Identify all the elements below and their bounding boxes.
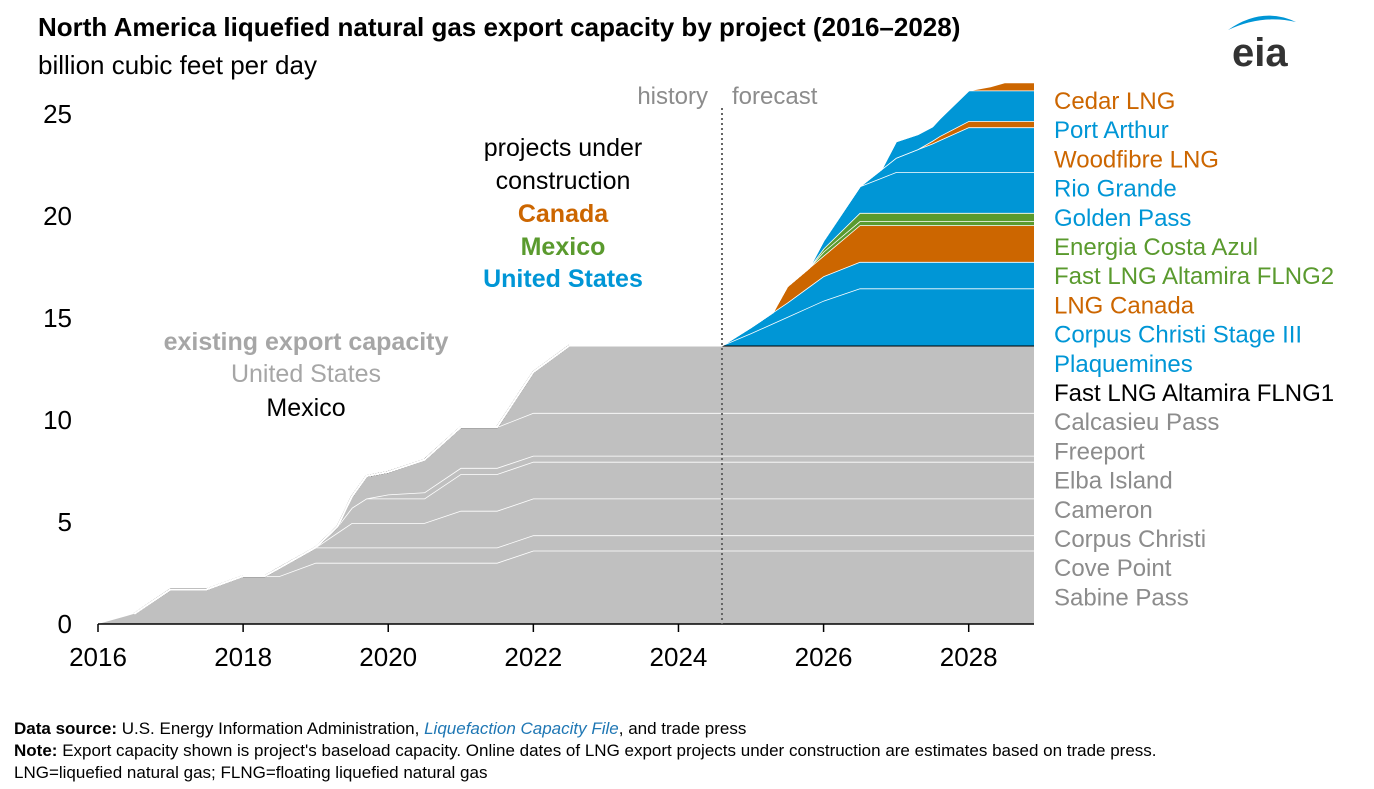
x-tick-label-2022: 2022 <box>504 642 562 672</box>
legend-label-plaquemines: Plaquemines <box>1054 351 1193 378</box>
footer-abbreviations: LNG=liquefied natural gas; FLNG=floating… <box>14 763 488 782</box>
construction-canada-annotation: Canada <box>518 200 609 228</box>
x-tick-label-2026: 2026 <box>795 642 853 672</box>
chart-subtitle: billion cubic feet per day <box>38 50 317 80</box>
existing-mexico-annotation: Mexico <box>266 394 345 422</box>
source-label: Data source: <box>14 719 117 738</box>
legend-label-fast-lng-altamira-flng2: Fast LNG Altamira FLNG2 <box>1054 263 1334 290</box>
area-cameron <box>98 461 1034 624</box>
source-text-end: , and trade press <box>618 719 747 738</box>
legend-label-cove-point: Cove Point <box>1054 555 1172 582</box>
y-tick-label-5: 5 <box>58 507 72 537</box>
liquefaction-capacity-link[interactable]: Liquefaction Capacity File <box>424 719 619 738</box>
existing-us-annotation: United States <box>231 360 381 388</box>
y-tick-label-15: 15 <box>43 303 72 333</box>
construction-heading-1-annotation: projects under <box>484 134 642 162</box>
area-sabine-pass <box>98 550 1034 624</box>
chart-title: North America liquefied natural gas expo… <box>38 12 961 42</box>
existing-heading-annotation: existing export capacity <box>164 328 449 356</box>
note-text: Export capacity shown is project's basel… <box>62 741 1157 760</box>
y-tick-label-0: 0 <box>58 609 72 639</box>
x-tick-label-2028: 2028 <box>940 642 998 672</box>
area-corpus-christi <box>98 498 1034 624</box>
legend-label-woodfibre-lng: Woodfibre LNG <box>1054 146 1219 173</box>
legend-label-freeport: Freeport <box>1054 438 1145 465</box>
legend-label-calcasieu-pass: Calcasieu Pass <box>1054 409 1219 436</box>
legend-label-elba-island: Elba Island <box>1054 468 1173 495</box>
eia-wave-logo-icon: eia <box>1228 15 1296 75</box>
legend-label-energia-costa-azul: Energia Costa Azul <box>1054 234 1258 261</box>
construction-heading-2-annotation: construction <box>496 167 631 195</box>
area-freeport <box>98 412 1034 624</box>
area-plaquemines <box>98 288 1034 624</box>
footer-source: Data source: U.S. Energy Information Adm… <box>14 719 746 739</box>
legend-label-fast-lng-altamira-flng1: Fast LNG Altamira FLNG1 <box>1054 380 1334 407</box>
legend-label-lng-canada: LNG Canada <box>1054 292 1195 319</box>
x-tick-label-2016: 2016 <box>69 642 127 672</box>
history-label: history <box>637 83 708 110</box>
forecast-label: forecast <box>732 83 818 110</box>
legend-label-rio-grande: Rio Grande <box>1054 176 1177 203</box>
legend-label-corpus-christi: Corpus Christi <box>1054 526 1206 553</box>
lng-capacity-chart: 2016 2018 2020 2022 2024 2026 2028 0 5 10 15 20 25 hi… <box>43 81 1334 672</box>
boundary-cedar-lng <box>133 81 1034 615</box>
source-text: U.S. Energy Information Administration, <box>121 719 420 738</box>
area-calcasieu-pass <box>98 345 1034 624</box>
x-tick-label-2024: 2024 <box>650 642 708 672</box>
x-tick-label-2018: 2018 <box>214 642 272 672</box>
note-label: Note: <box>14 741 58 760</box>
legend-label-sabine-pass: Sabine Pass <box>1054 584 1189 611</box>
legend-label-golden-pass: Golden Pass <box>1054 205 1191 232</box>
legend-label-cameron: Cameron <box>1054 497 1153 524</box>
footer-note: Note: Export capacity shown is project's… <box>14 741 1157 761</box>
eia-logo[interactable]: eia <box>1222 8 1302 75</box>
legend-label-corpus-christi-stage-iii: Corpus Christi Stage III <box>1054 322 1302 349</box>
y-tick-label-20: 20 <box>43 201 72 231</box>
legend-label-port-arthur: Port Arthur <box>1054 117 1169 144</box>
y-tick-label-10: 10 <box>43 405 72 435</box>
construction-mexico-annotation: Mexico <box>521 233 606 261</box>
construction-us-annotation: United States <box>483 265 643 293</box>
area-cove-point <box>98 535 1034 624</box>
legend-label-cedar-lng: Cedar LNG <box>1054 88 1175 115</box>
y-tick-label-25: 25 <box>43 99 72 129</box>
eia-logo-text: eia <box>1232 31 1288 70</box>
x-tick-label-2020: 2020 <box>359 642 417 672</box>
